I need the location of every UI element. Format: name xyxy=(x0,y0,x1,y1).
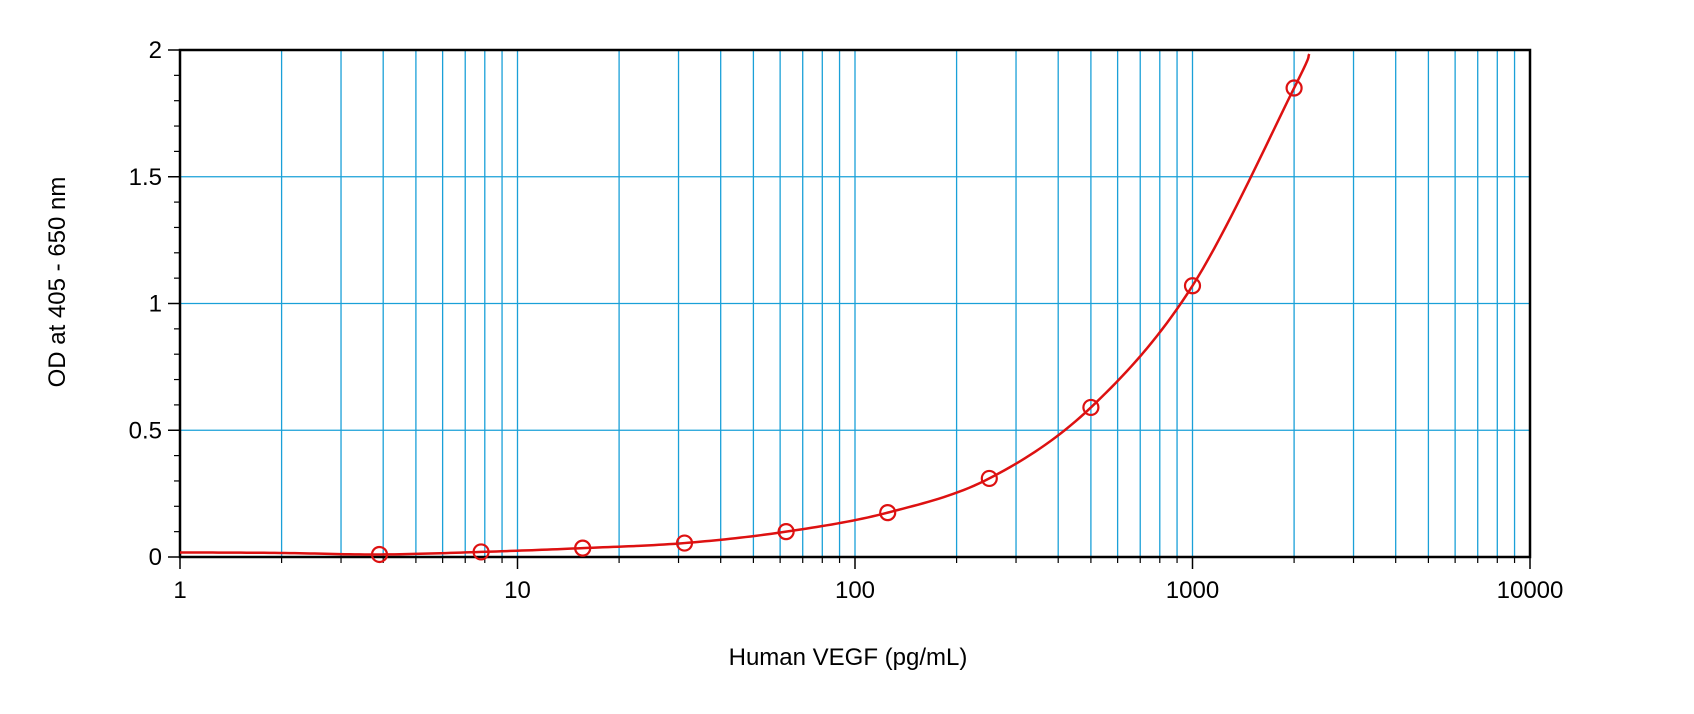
ticks xyxy=(168,49,1531,569)
y-tick-label: 0.5 xyxy=(129,417,162,444)
x-tick-label: 10 xyxy=(504,577,531,604)
x-axis-title: Human VEGF (pg/mL) xyxy=(729,644,968,671)
data-point xyxy=(777,523,795,541)
y-tick-label: 0 xyxy=(149,544,162,571)
data-point xyxy=(879,504,897,522)
data-point xyxy=(980,469,998,488)
data-point xyxy=(370,545,389,564)
tick-labels: 0 0.5 1 1.5 2 1 10 100 1000 10000 xyxy=(129,37,1564,604)
grid xyxy=(180,50,1530,557)
x-tick-label: 100 xyxy=(835,577,875,604)
x-tick-label: 10000 xyxy=(1497,577,1564,604)
y-tick-label: 1.5 xyxy=(129,164,162,191)
x-tick-label: 1 xyxy=(173,577,186,604)
x-tick-label: 1000 xyxy=(1166,577,1219,604)
y-tick-label: 2 xyxy=(149,37,162,64)
data-point xyxy=(1285,79,1303,97)
data-point xyxy=(1183,277,1202,295)
data-point xyxy=(675,534,694,552)
data-point xyxy=(574,539,592,557)
data-point xyxy=(472,543,490,561)
y-axis-title: OD at 405 - 650 nm xyxy=(44,177,71,388)
data-points xyxy=(370,79,1303,564)
y-tick-label: 1 xyxy=(149,291,162,318)
data-point xyxy=(1082,398,1100,417)
